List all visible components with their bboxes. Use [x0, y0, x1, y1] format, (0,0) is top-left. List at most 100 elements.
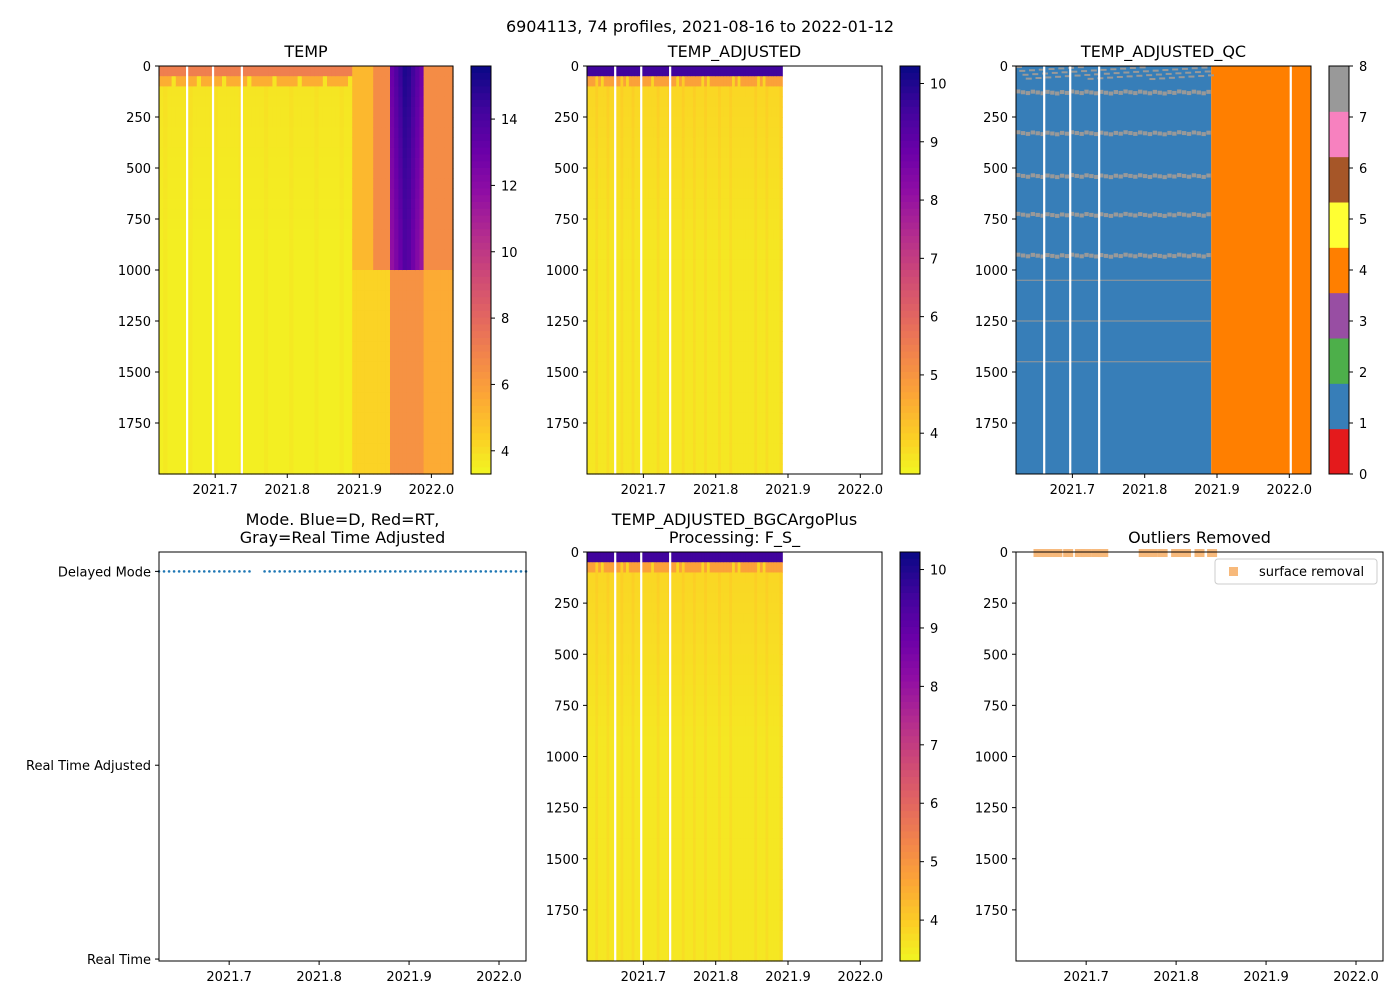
temp-cell	[159, 351, 164, 363]
temp-cell	[314, 382, 320, 393]
temp-cell	[377, 168, 383, 179]
temp-cell	[381, 208, 387, 220]
temp-cell	[394, 372, 399, 383]
temp-cell	[247, 392, 252, 404]
temp-colorbar-segment	[471, 79, 491, 87]
temp_adjusted-cell	[620, 188, 624, 200]
temp_adjusted-cell	[589, 463, 594, 475]
temp-cell	[196, 270, 202, 281]
temp_adjusted-cell	[701, 147, 705, 159]
temp-cell	[163, 443, 168, 455]
temp-cell	[377, 86, 383, 98]
temp_adjusted-cell	[690, 188, 694, 200]
temp_adjusted-cell	[681, 423, 686, 434]
temp-cell	[419, 219, 425, 230]
temp-cell	[230, 188, 236, 200]
temp-cell	[444, 372, 450, 383]
temp_adjusted-cell	[720, 310, 725, 322]
temp-cell	[390, 219, 395, 230]
temp-cell	[381, 423, 387, 434]
temp_adjusted-cell	[600, 361, 605, 373]
temp-cell	[234, 76, 240, 87]
temp-cell	[293, 300, 299, 312]
temp-cell	[385, 178, 391, 189]
temp-cell	[356, 117, 362, 128]
temp-cell	[339, 137, 345, 149]
temp-cell	[364, 300, 370, 312]
temp-cell	[419, 351, 425, 363]
temp-cell	[196, 463, 202, 475]
temp_adjusted-cell	[603, 372, 608, 383]
temp_adjusted-cell	[679, 137, 683, 149]
temp_adjusted-cell	[701, 270, 705, 281]
temp-cell	[205, 249, 210, 261]
temp-cell	[377, 361, 383, 373]
temp-cell	[310, 249, 315, 261]
temp-cell	[415, 270, 420, 281]
temp_adjusted-cell	[598, 76, 602, 87]
temp-cell	[398, 361, 404, 373]
temp-cell	[356, 127, 362, 138]
temp-cell	[310, 423, 315, 434]
temp_adjusted-cell	[706, 117, 711, 128]
temp_adjusted-cell	[698, 259, 702, 271]
temp_adjusted-cell	[687, 168, 691, 179]
temp_adjusted-cell	[634, 443, 638, 455]
temp-cell	[280, 300, 286, 312]
temp_adjusted-cell	[720, 229, 725, 240]
temp-cell	[390, 433, 395, 444]
temp_adjusted-cell	[592, 290, 596, 302]
temp_adjusted-cell	[706, 392, 711, 404]
temp-cell	[192, 86, 198, 98]
temp_adjusted-cell	[603, 361, 608, 373]
temp-cell	[356, 198, 362, 210]
temp-cell	[180, 208, 185, 220]
temp-cell	[402, 372, 408, 383]
temp-cell	[175, 372, 181, 383]
temp-cell	[440, 178, 446, 189]
temp-cell	[272, 86, 278, 98]
temp-cell	[209, 178, 215, 189]
temp-cell	[398, 310, 404, 322]
temp_adjusted-cell	[670, 321, 675, 332]
temp-cell	[348, 321, 353, 332]
temp-cell	[339, 117, 345, 128]
temp_adjusted-cell	[687, 188, 691, 200]
temp-cell	[251, 249, 257, 261]
temp-cell	[163, 157, 168, 169]
temp-cell	[209, 86, 215, 98]
temp-cell	[264, 372, 269, 383]
temp-cell	[301, 219, 307, 230]
temp_adjusted-cell	[732, 66, 736, 77]
temp_adjusted-cell	[634, 229, 638, 240]
temp-colorbar-segment	[471, 161, 491, 169]
temp_adjusted-cell	[732, 127, 736, 138]
temp_adjusted-cell	[704, 178, 708, 189]
temp-cell	[213, 321, 219, 332]
temp-cell	[415, 361, 420, 373]
temp_adjusted-cell	[614, 280, 619, 291]
temp-cell	[423, 402, 429, 414]
temp-cell	[255, 412, 261, 424]
temp-cell	[390, 208, 395, 220]
temp_adjusted-cell	[595, 249, 599, 261]
temp-cell	[209, 402, 215, 414]
temp-cell	[448, 382, 454, 393]
temp-cell	[188, 208, 194, 220]
temp_adjusted-cell	[612, 188, 616, 200]
temp-cell	[251, 66, 257, 77]
temp-cell	[369, 239, 374, 251]
temp-cell	[448, 117, 454, 128]
temp-cell	[272, 168, 278, 179]
temp_adjusted-cell	[623, 310, 627, 322]
temp-cell	[314, 433, 320, 444]
temp-cell	[301, 106, 307, 118]
temp-cell	[289, 66, 294, 77]
temp-cell	[247, 137, 252, 149]
temp-cell	[444, 66, 450, 77]
temp_adjusted-cell	[684, 270, 688, 281]
temp-cell	[272, 372, 278, 383]
temp_adjusted-cell	[684, 341, 688, 353]
temp_adjusted-cell	[723, 137, 728, 149]
temp_adjusted-cell	[732, 157, 736, 169]
